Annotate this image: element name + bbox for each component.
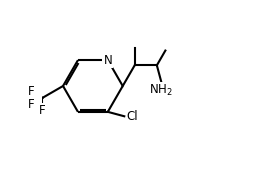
Text: Cl: Cl [127, 110, 138, 123]
Text: F: F [39, 104, 46, 117]
Text: N: N [103, 54, 112, 67]
Text: F: F [28, 85, 35, 98]
Text: F: F [28, 98, 35, 111]
Text: NH$_2$: NH$_2$ [149, 83, 173, 98]
